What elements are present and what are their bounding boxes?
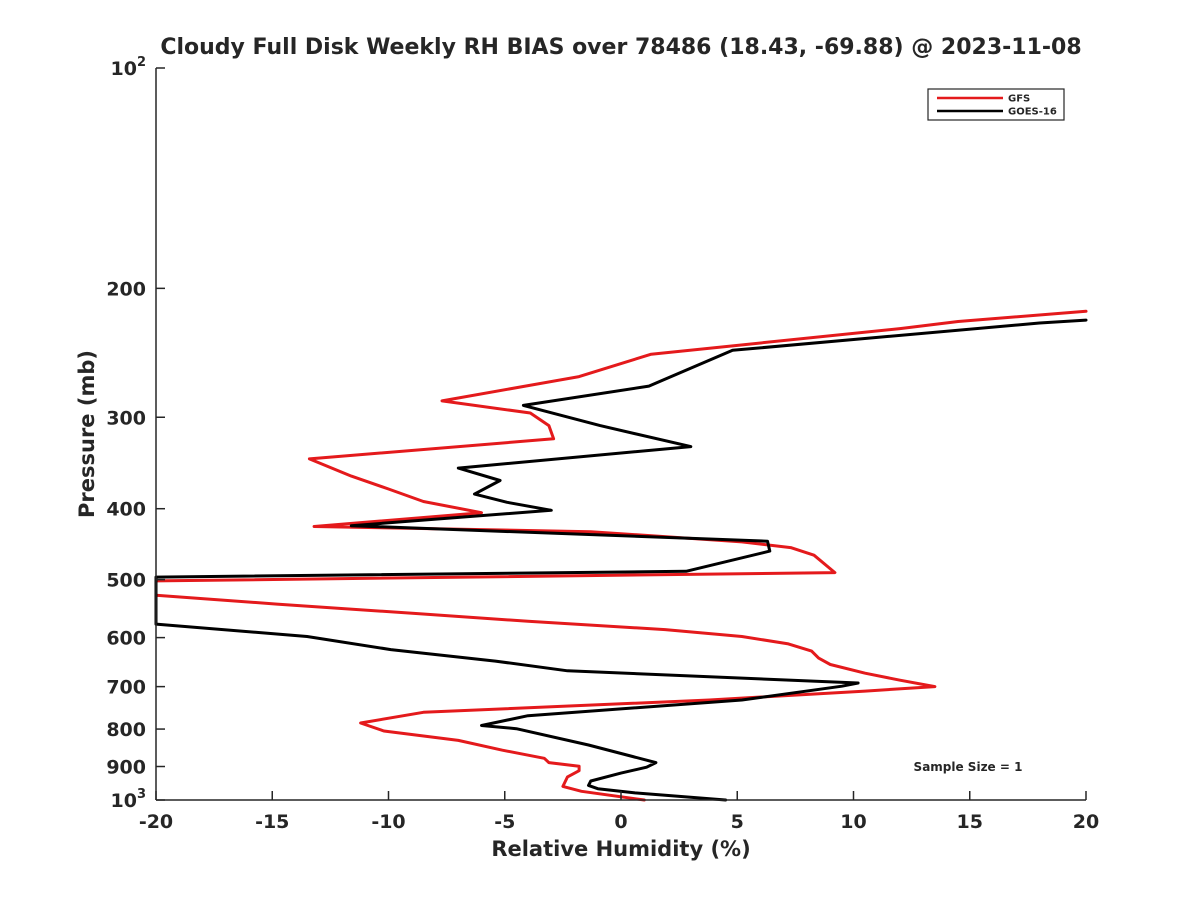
x-tick-label: 0 bbox=[614, 811, 627, 833]
series-lines bbox=[154, 309, 1088, 802]
x-tick-label: 15 bbox=[957, 811, 983, 833]
chart-title: Cloudy Full Disk Weekly RH BIAS over 784… bbox=[160, 35, 1081, 60]
sample-size-annotation: Sample Size = 1 bbox=[914, 760, 1023, 774]
x-tick-label: -20 bbox=[139, 811, 173, 833]
y-tick-label: 700 bbox=[106, 677, 146, 699]
series-line-gfs bbox=[154, 309, 1088, 802]
y-tick-label: 800 bbox=[106, 719, 146, 741]
y-tick-label: 200 bbox=[106, 278, 146, 300]
x-tick-label: -5 bbox=[494, 811, 515, 833]
y-axis-label: Pressure (mb) bbox=[75, 350, 99, 518]
x-tick-label: 20 bbox=[1073, 811, 1099, 833]
y-tick-label: 400 bbox=[106, 499, 146, 521]
y-tick-label: 500 bbox=[106, 570, 146, 592]
legend-label-gfs: GFS bbox=[1008, 94, 1030, 105]
x-tick-label: 10 bbox=[840, 811, 866, 833]
x-tick-label: -15 bbox=[255, 811, 289, 833]
legend: GFS GOES-16 bbox=[927, 88, 1065, 121]
x-axis-label: Relative Humidity (%) bbox=[491, 837, 750, 861]
y-tick-label: 300 bbox=[106, 407, 146, 429]
y-tick-label: 900 bbox=[106, 757, 146, 779]
x-ticks: -20 -15 -10 -5 0 5 10 15 20 bbox=[139, 791, 1099, 833]
x-tick-label: -10 bbox=[371, 811, 405, 833]
legend-box bbox=[927, 88, 1065, 121]
legend-label-goes16: GOES-16 bbox=[1008, 107, 1057, 118]
y-tick-label: 600 bbox=[106, 628, 146, 650]
x-tick-label: 5 bbox=[731, 811, 744, 833]
series-line-goes16 bbox=[154, 318, 1088, 802]
plot-area bbox=[156, 68, 1086, 800]
